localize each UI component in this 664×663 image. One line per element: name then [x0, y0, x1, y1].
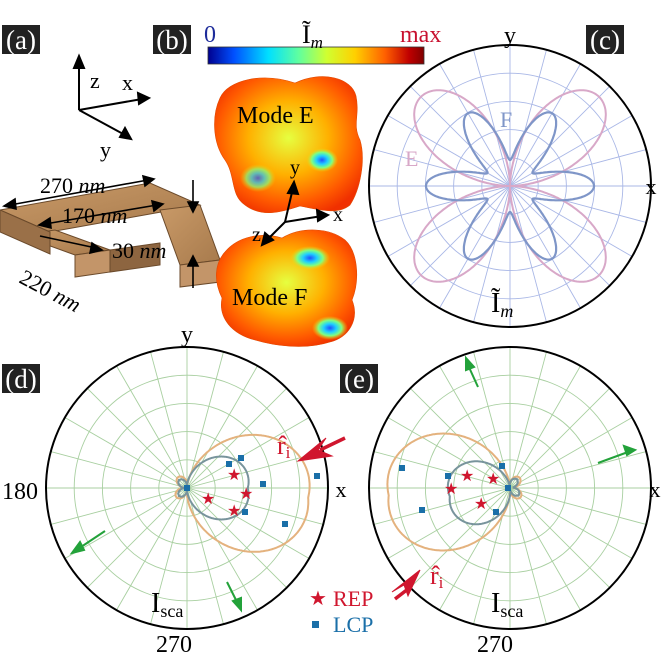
colorbar-quantity: Ĩm	[302, 20, 323, 52]
legend-lcp-marker	[312, 621, 319, 628]
mode-f-label: Mode F	[232, 285, 307, 311]
panel-a-label: (a)	[6, 25, 36, 55]
c-quantity-label: Ĩm	[491, 288, 513, 321]
mode-e-label: Mode E	[237, 103, 314, 129]
curve-mode-e	[413, 89, 607, 283]
axis-y-label: y	[100, 137, 111, 162]
incident-arrow-d	[296, 436, 346, 462]
markers-d: ★★★★	[184, 455, 320, 527]
panel-c-label: (c)	[590, 25, 620, 55]
colorbar-min: 0	[204, 22, 216, 48]
axis-x-label-c: x	[646, 174, 657, 199]
incident-arrow-e	[391, 569, 421, 601]
axis-y-label-d: y	[181, 322, 193, 348]
dim-thick: 30 nm	[112, 238, 166, 263]
scattering-curve-gray-e	[446, 460, 521, 526]
colorbar-max: max	[400, 22, 441, 48]
d-incident-label: r̂i	[277, 431, 291, 462]
axis-x-label: x	[122, 70, 133, 95]
axis-y-label-b: y	[290, 157, 300, 179]
lcp-marker	[238, 455, 244, 461]
lcp-marker	[445, 473, 451, 479]
mode-e-min-spot-2	[240, 164, 276, 192]
lcp-marker	[419, 507, 425, 513]
triad-b	[260, 179, 331, 247]
rep-marker: ★	[227, 467, 241, 484]
mode-e-min-spot	[306, 148, 338, 172]
panel-b-label-box	[153, 25, 191, 54]
lcp-marker	[499, 463, 505, 469]
legend-rep-label: REP	[333, 586, 373, 611]
mode-f-min-spot-2	[312, 316, 348, 340]
axis-x-label-d: x	[336, 477, 347, 502]
polar-frame-d	[45, 346, 329, 630]
scattering-curve-orange-e	[386, 432, 523, 552]
lcp-marker	[226, 461, 232, 467]
tick-180-d: 180	[2, 479, 38, 505]
axis-x-label-e: x	[650, 477, 661, 502]
rep-marker: ★	[239, 486, 253, 503]
colorbar	[207, 46, 425, 65]
label-f: F	[500, 107, 512, 132]
d-quantity-label: Isca	[151, 588, 183, 621]
tick-270-d: 270	[156, 632, 192, 658]
tick-270-e: 270	[477, 632, 513, 658]
polar-frame-e	[368, 346, 652, 630]
e-incident-label: r̂i	[430, 561, 444, 592]
legend: ★ REP LCP	[309, 586, 373, 637]
dim-inner: 170 nm	[62, 203, 127, 228]
lcp-marker	[260, 481, 266, 487]
rep-marker: ★	[444, 481, 458, 498]
rep-marker: ★	[474, 496, 488, 513]
legend-lcp-label: LCP	[333, 612, 373, 637]
lcp-marker	[505, 485, 511, 491]
panel-e-label-box	[340, 364, 378, 393]
panel-b-label: (b)	[156, 25, 187, 55]
panel-e-label: (e)	[344, 364, 374, 394]
lcp-marker	[399, 465, 405, 471]
panel-a: (a) z x y	[0, 25, 221, 317]
panel-c-label-box	[586, 25, 624, 54]
rep-marker: ★	[227, 503, 241, 520]
axis-z-label: z	[90, 68, 100, 93]
lcp-marker	[314, 473, 320, 479]
dim-outer: 270 nm	[40, 173, 105, 198]
dimension-arrows	[1, 174, 200, 288]
lcp-marker	[184, 485, 190, 491]
u-nanostructure	[0, 182, 221, 288]
panel-b: (b) 0 max Ĩm Mode E Mode F y x z	[153, 20, 441, 347]
panel-d: (d) ★★★★ y x 180 270 Isca r̂i	[2, 322, 347, 658]
rep-marker: ★	[486, 471, 500, 488]
lcp-marker	[242, 509, 248, 515]
panel-a-label-box	[2, 25, 40, 54]
e-quantity-label: Isca	[491, 588, 523, 621]
triad-a	[72, 53, 152, 141]
axis-y-label-c: y	[504, 23, 516, 49]
mode-f-min-spot	[290, 246, 330, 270]
panel-d-label-box	[2, 364, 40, 393]
lcp-marker	[493, 509, 499, 515]
field-arrows-d	[69, 530, 242, 613]
axis-x-label-b: x	[333, 204, 343, 226]
polar-frame-c	[368, 44, 652, 328]
legend-rep-marker: ★	[309, 588, 327, 610]
panel-e: (e) ★★★★ x 270 Isca r̂i	[340, 346, 661, 658]
panel-d-label: (d)	[5, 364, 36, 394]
field-arrows-e	[465, 355, 638, 464]
label-e: E	[405, 146, 418, 171]
curve-mode-f	[424, 111, 596, 261]
panel-c: (c) y x E F Ĩm	[368, 23, 657, 328]
markers-e: ★★★★	[399, 463, 511, 515]
lcp-marker	[282, 521, 288, 527]
rep-marker: ★	[201, 491, 215, 508]
axis-z-label-b: z	[252, 224, 261, 246]
rep-marker: ★	[460, 468, 474, 485]
